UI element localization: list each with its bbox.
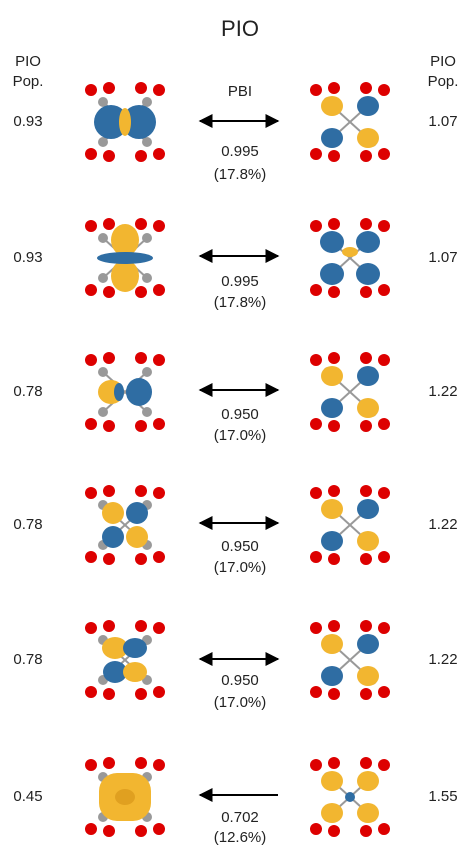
orbital-right [310, 352, 390, 432]
right-pop: 1.55 [428, 788, 457, 805]
orbital-left [85, 620, 165, 700]
orbital-right [310, 485, 390, 565]
orbital-left [85, 352, 165, 432]
orbital-right [310, 757, 390, 837]
row: 0.78 0.950 (17.0%) 1.22 [13, 485, 457, 576]
pbi-value: 0.950 [221, 406, 259, 423]
center-header: PBI [228, 83, 252, 100]
percent: (17.0%) [214, 694, 267, 711]
left-pop: 0.78 [13, 383, 42, 400]
orbital-right [310, 620, 390, 700]
orbital-left [85, 218, 165, 298]
title: PIO [221, 16, 259, 41]
orbital-left [85, 757, 165, 837]
right-pop: 1.22 [428, 383, 457, 400]
right-pop: 1.07 [428, 113, 457, 130]
left-header: Pop. [13, 73, 44, 90]
right-pop: 1.22 [428, 516, 457, 533]
percent: (17.8%) [214, 166, 267, 183]
figure: PIO PIO Pop. PIO Pop. PBI 0.93 0.995 (17… [0, 0, 473, 846]
row: 0.78 0.950 (17.0%) 1.22 [13, 620, 457, 711]
pbi-value: 0.995 [221, 273, 259, 290]
orbital-right [310, 82, 390, 162]
orbital-left [85, 485, 165, 565]
left-header: PIO [15, 53, 41, 70]
pbi-value: 0.702 [221, 809, 259, 826]
left-pop: 0.78 [13, 516, 42, 533]
right-pop: 1.22 [428, 651, 457, 668]
right-pop: 1.07 [428, 249, 457, 266]
row: 0.45 0.702 (12.6%) 1.55 [13, 757, 457, 846]
right-header: Pop. [428, 73, 459, 90]
pbi-value: 0.950 [221, 672, 259, 689]
orbital-left [85, 82, 165, 162]
row: 0.93 0.995 (17.8%) 1.07 [13, 218, 457, 311]
right-header: PIO [430, 53, 456, 70]
pbi-value: 0.995 [221, 143, 259, 160]
left-pop: 0.45 [13, 788, 42, 805]
left-pop: 0.93 [13, 113, 42, 130]
percent: (12.6%) [214, 829, 267, 846]
percent: (17.0%) [214, 427, 267, 444]
pbi-value: 0.950 [221, 538, 259, 555]
percent: (17.8%) [214, 294, 267, 311]
left-pop: 0.93 [13, 249, 42, 266]
orbital-right [310, 218, 390, 298]
row: 0.78 0.950 (17.0%) 1.22 [13, 352, 457, 444]
percent: (17.0%) [214, 559, 267, 576]
left-pop: 0.78 [13, 651, 42, 668]
